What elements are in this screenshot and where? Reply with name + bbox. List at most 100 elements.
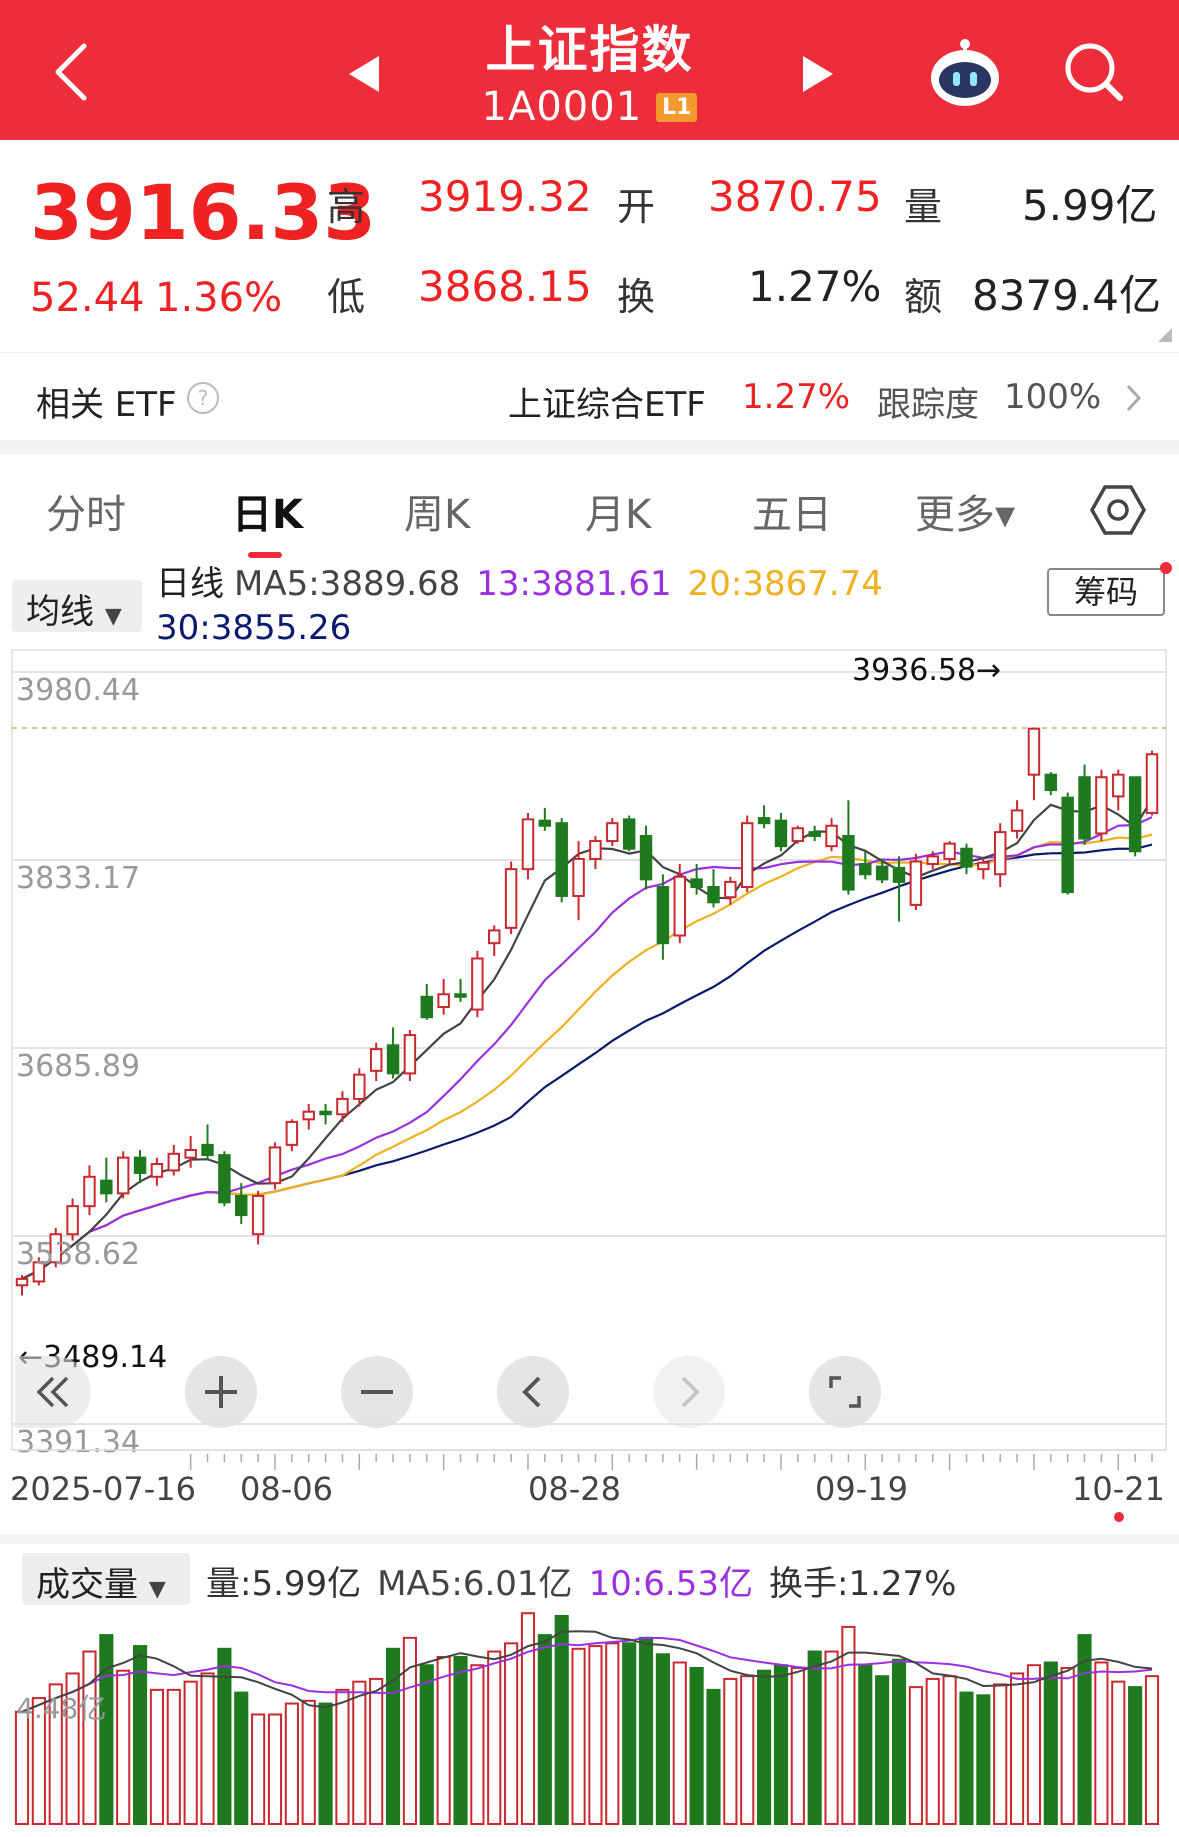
volume-bar bbox=[217, 1647, 232, 1826]
candle bbox=[471, 950, 484, 1018]
candle bbox=[993, 823, 1007, 888]
candle-body bbox=[1044, 773, 1058, 792]
volume-indicator-select[interactable]: 成交量 ▼ bbox=[22, 1553, 190, 1605]
volume-bar bbox=[858, 1664, 873, 1825]
candle-body bbox=[454, 993, 467, 998]
zoom-in-button[interactable] bbox=[185, 1356, 257, 1428]
x-label-2: 08-06 bbox=[240, 1470, 333, 1508]
chart-divider bbox=[0, 1534, 1179, 1544]
ma-select-label: 均线 bbox=[26, 592, 94, 632]
volume-chart[interactable]: 4.48亿 bbox=[0, 1600, 1179, 1837]
chart-gridlines bbox=[12, 671, 1166, 1425]
ai-assistant-button[interactable] bbox=[925, 36, 1005, 110]
volume-label: 量 bbox=[904, 185, 943, 229]
volume-bar bbox=[436, 1656, 451, 1825]
chip-distribution-button[interactable]: 筹码 bbox=[1047, 568, 1165, 616]
candle-body bbox=[1112, 773, 1125, 798]
candle-body bbox=[1095, 776, 1108, 835]
tab-weekly-k[interactable]: 周K bbox=[404, 492, 471, 538]
candle-body bbox=[673, 875, 686, 937]
candle-body bbox=[791, 827, 805, 843]
tab-monthly-k[interactable]: 月K bbox=[585, 492, 652, 538]
current-date-dot bbox=[1114, 1512, 1124, 1522]
candle bbox=[1078, 764, 1091, 845]
candle bbox=[184, 1135, 197, 1168]
candle bbox=[268, 1142, 282, 1190]
candle bbox=[454, 978, 467, 1002]
candle bbox=[909, 853, 923, 910]
candle-body bbox=[892, 866, 906, 883]
volume-bar bbox=[166, 1688, 181, 1826]
candle bbox=[133, 1149, 147, 1184]
help-icon[interactable]: ? bbox=[186, 381, 220, 415]
volume-bar bbox=[1094, 1661, 1109, 1826]
prev-stock-button[interactable] bbox=[345, 52, 385, 96]
candle bbox=[1061, 792, 1074, 895]
volume-bar bbox=[453, 1656, 468, 1825]
pan-left-button[interactable] bbox=[497, 1356, 569, 1428]
expand-corner-icon[interactable] bbox=[1158, 328, 1172, 342]
tab-more[interactable]: 更多▾ bbox=[915, 492, 1016, 538]
back-button[interactable] bbox=[50, 40, 94, 104]
candle-body bbox=[268, 1146, 282, 1185]
volume-bar bbox=[149, 1688, 164, 1826]
open-value: 3870.75 bbox=[708, 172, 882, 221]
candle-body bbox=[707, 886, 720, 904]
volume-legend: 量:5.99亿 MA5:6.01亿 10:6.53亿 换手:1.27% bbox=[206, 1556, 972, 1605]
volume-bar bbox=[1043, 1661, 1058, 1826]
candle bbox=[892, 856, 906, 922]
related-etf-row[interactable]: 相关 ETF ? 上证综合ETF 1.27% 跟踪度 100% bbox=[0, 352, 1179, 440]
search-button[interactable] bbox=[1062, 40, 1126, 104]
volume-bar bbox=[65, 1672, 80, 1825]
volume-bar bbox=[689, 1666, 704, 1826]
tab-five-day[interactable]: 五日 bbox=[752, 492, 832, 538]
kline-chart[interactable]: 3980.44 3833.17 3685.89 3538.62 3391.34 3936… bbox=[0, 640, 1179, 1550]
volume-bar bbox=[537, 1634, 552, 1826]
candle bbox=[572, 841, 585, 921]
tab-intraday[interactable]: 分时 bbox=[46, 492, 126, 538]
candle-body bbox=[825, 824, 838, 848]
volume-bar bbox=[976, 1694, 991, 1826]
volume-bar bbox=[99, 1634, 114, 1826]
candle-body bbox=[639, 834, 653, 881]
candle-body bbox=[842, 834, 855, 891]
candle-body bbox=[150, 1163, 164, 1178]
y-tick-label: 3391.34 bbox=[16, 1425, 140, 1460]
candle-body bbox=[808, 831, 821, 837]
tracking-label: 跟踪度 bbox=[877, 385, 979, 425]
hexagon-settings-icon[interactable] bbox=[1090, 482, 1146, 538]
pan-right-button[interactable] bbox=[653, 1356, 725, 1428]
x-label-1: 2025-07-16 bbox=[10, 1470, 196, 1508]
volume-bar bbox=[723, 1677, 738, 1825]
next-stock-button[interactable] bbox=[797, 52, 837, 96]
y-tick-label: 3833.17 bbox=[16, 861, 140, 896]
candle bbox=[116, 1151, 130, 1199]
candle bbox=[555, 818, 568, 903]
candle bbox=[336, 1091, 349, 1122]
amount-label: 额 bbox=[904, 275, 943, 319]
volume-bar bbox=[200, 1672, 215, 1825]
fullscreen-button[interactable] bbox=[809, 1356, 881, 1428]
candle-body bbox=[1027, 727, 1041, 776]
collapse-left-button[interactable] bbox=[15, 1356, 91, 1428]
candle bbox=[875, 858, 889, 884]
candle bbox=[235, 1183, 248, 1225]
ma-select-dropdown[interactable]: 均线 ▼ bbox=[12, 580, 142, 632]
volume-bar bbox=[48, 1683, 63, 1825]
candle-body bbox=[201, 1143, 214, 1157]
zoom-out-button[interactable] bbox=[341, 1356, 413, 1428]
tab-daily-k[interactable]: 日K bbox=[232, 492, 303, 538]
volume-bar bbox=[706, 1688, 721, 1826]
candle-body bbox=[943, 842, 956, 860]
candle bbox=[622, 815, 636, 852]
search-icon bbox=[1065, 43, 1123, 101]
pan-right-icon bbox=[681, 1376, 700, 1408]
volume-bar bbox=[908, 1686, 923, 1825]
candle bbox=[100, 1157, 113, 1203]
candle bbox=[740, 815, 754, 893]
collapse-left-icon bbox=[36, 1376, 69, 1408]
back-icon bbox=[55, 43, 87, 101]
candle bbox=[218, 1151, 231, 1207]
candle-body bbox=[116, 1156, 130, 1195]
